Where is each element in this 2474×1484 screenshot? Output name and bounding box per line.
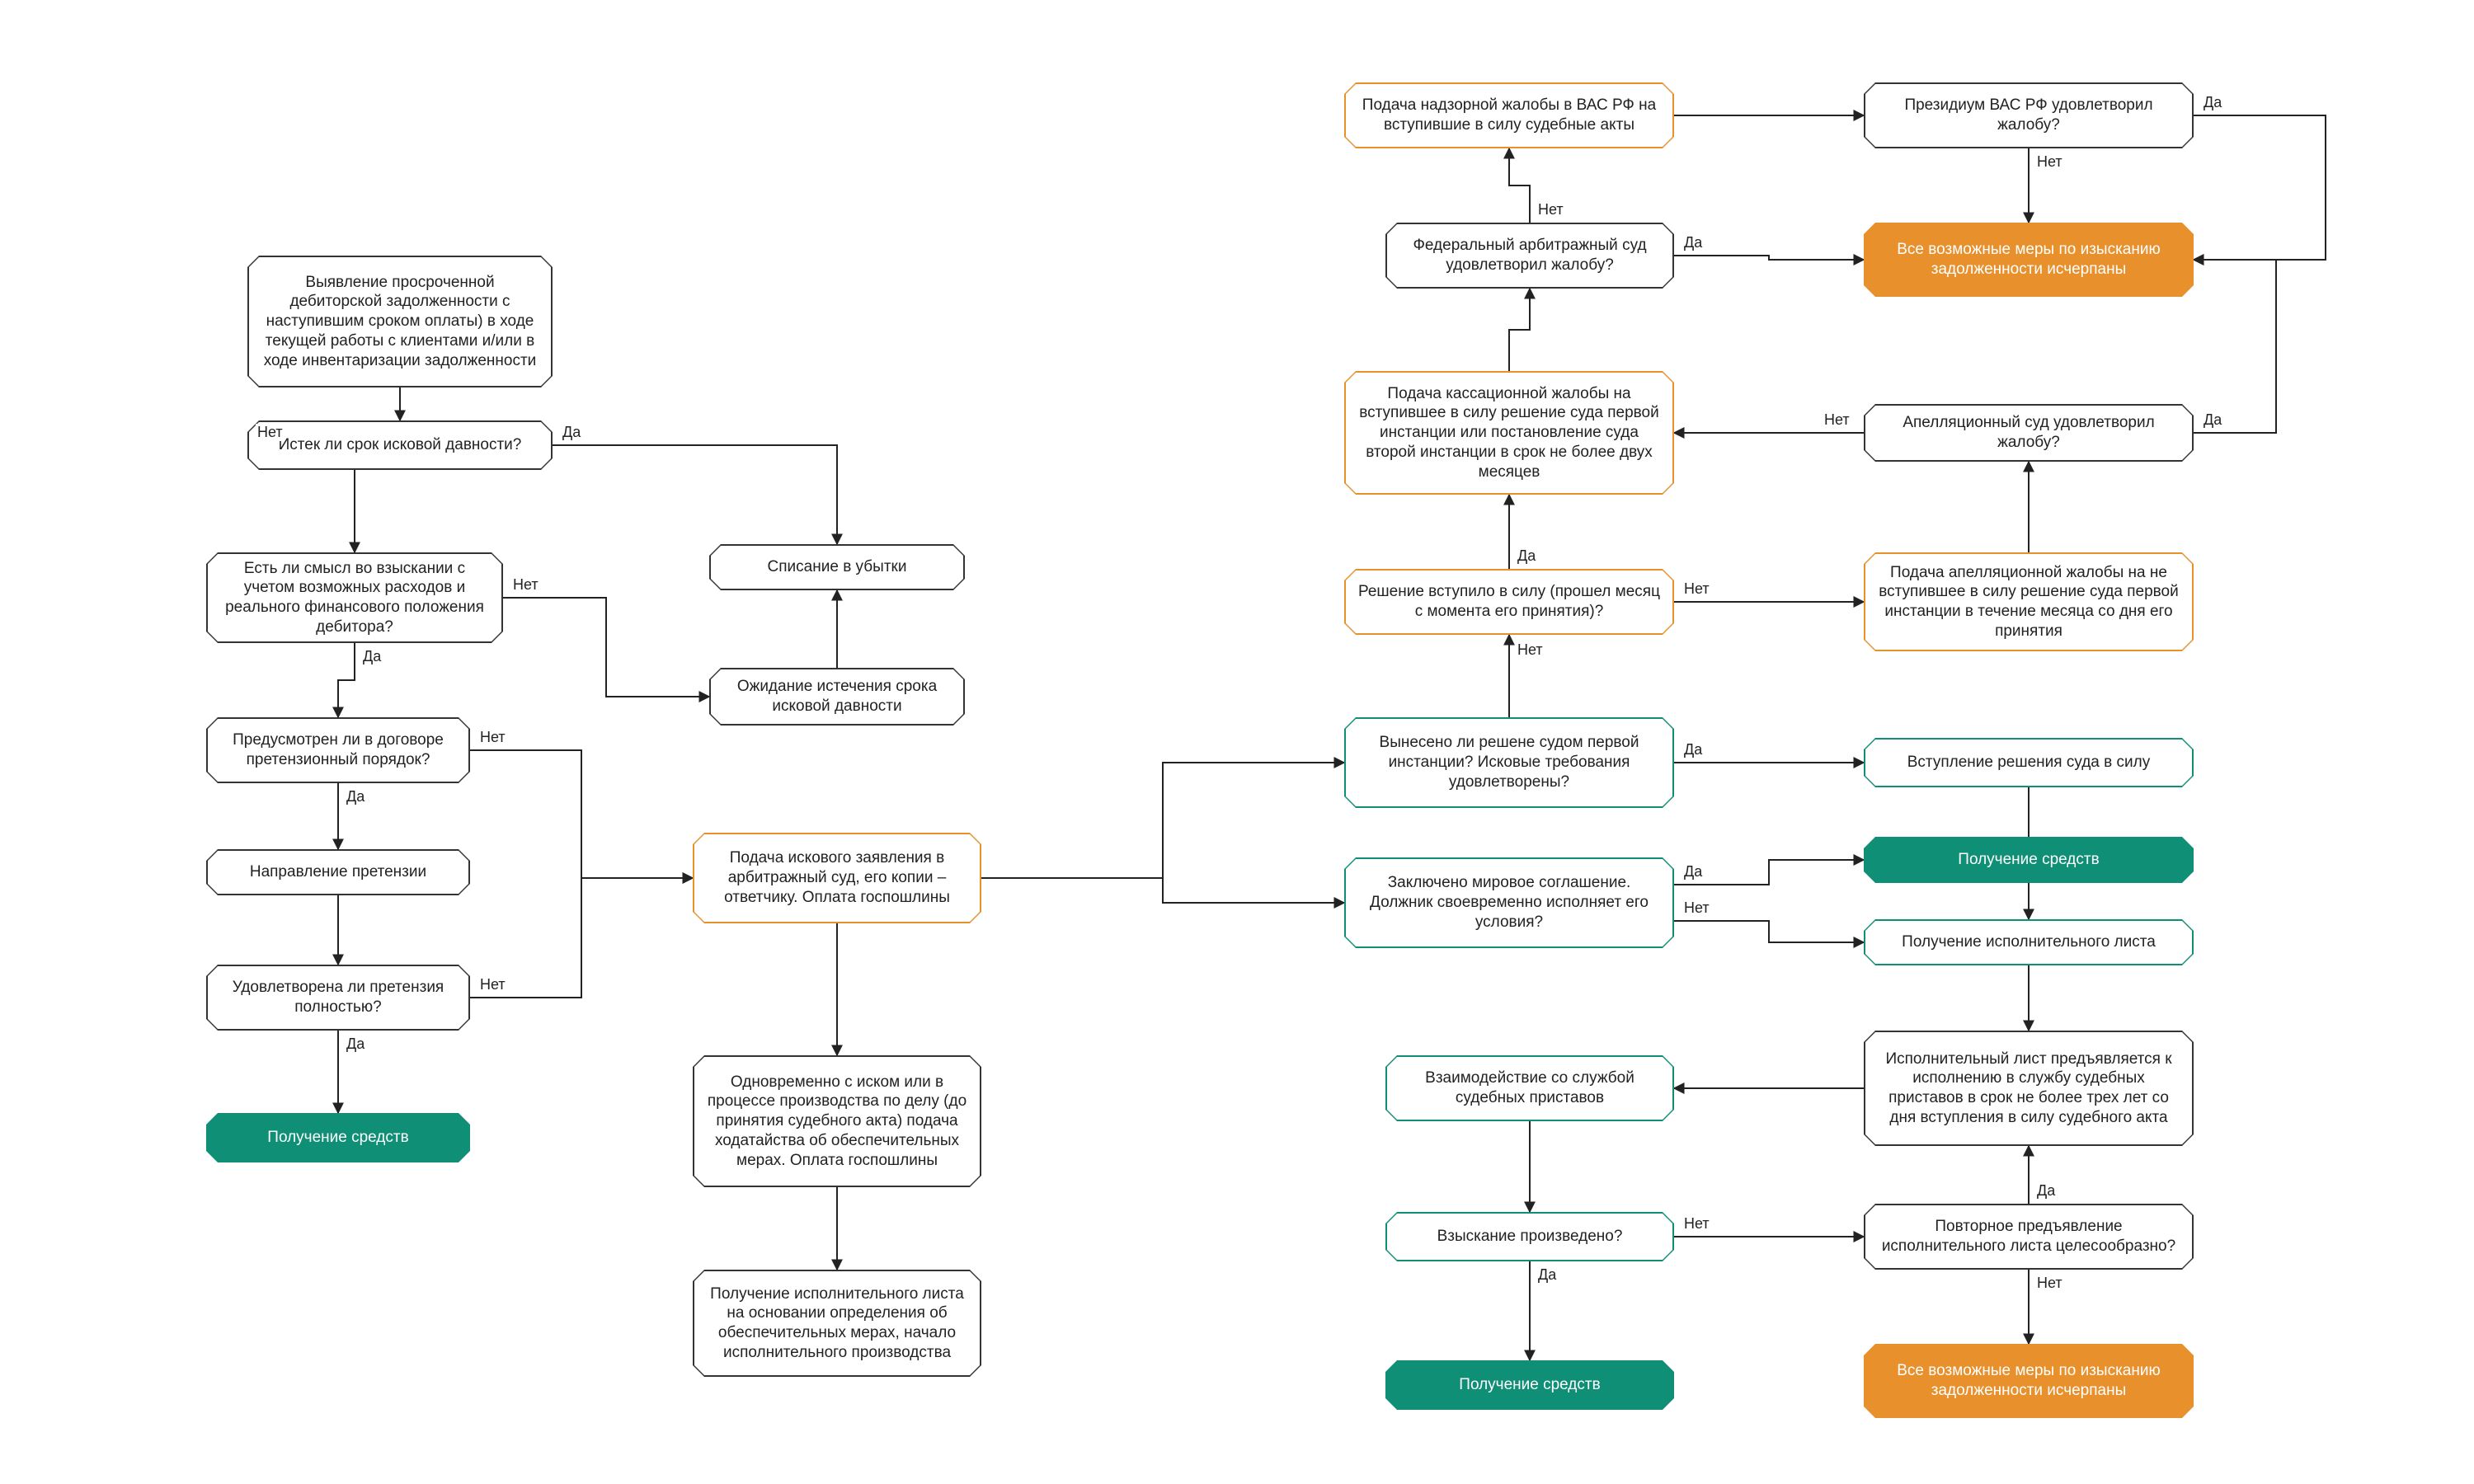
node-n_sendClaim: Направление претензии (206, 849, 470, 895)
edge-label-yes: Да (1516, 547, 1537, 565)
node-n_appealSat: Апелляционный суд удовлетворил жалобу? (1864, 404, 2194, 462)
edge-label-no: Нет (256, 424, 285, 441)
node-label: Списание в убытки (711, 546, 963, 589)
node-n_cassFile: Подача кассационной жалобы на вступившее… (1344, 371, 1674, 495)
edge-label-yes: Да (345, 1036, 366, 1053)
node-label: Получение средств (1865, 838, 2192, 881)
edge-label-yes: Да (2202, 411, 2223, 429)
edge-label-no: Нет (511, 576, 540, 594)
node-label: Одновременно с иском или в процессе прои… (694, 1057, 980, 1186)
node-label: Исполнительный лист предъявляется к испо… (1865, 1032, 2192, 1144)
edge-label-yes: Да (345, 788, 366, 805)
edge-label-yes: Да (2035, 1182, 2057, 1200)
edge-label-no: Нет (2035, 1275, 2064, 1292)
node-n_supSat: Президиум ВАС РФ удовлетворил жалобу? (1864, 82, 2194, 148)
node-label: Удовлетворена ли претензия полностью? (208, 966, 468, 1029)
node-n_funds3: Получение средств (1385, 1360, 1674, 1410)
node-label: Взаимодействие со службой судебных прист… (1387, 1057, 1672, 1120)
node-n_firstInst: Вынесено ли решене судом первой инстанци… (1344, 717, 1674, 808)
node-label: Апелляционный суд удовлетворил жалобу? (1865, 406, 2192, 460)
node-label: Есть ли смысл во взыскании с учетом возм… (208, 554, 501, 641)
node-label: Подача искового заявления в арбитражный … (694, 834, 980, 922)
edge-label-yes: Да (1682, 234, 1704, 251)
node-n_secureWrit: Получение исполнительного листа на основ… (693, 1270, 981, 1377)
node-n_waitLimit: Ожидание истечения срока исковой давност… (709, 668, 965, 726)
node-n_inForce: Решение вступило в силу (прошел месяц с … (1344, 569, 1674, 635)
node-label: Предусмотрен ли в договоре претензионный… (208, 719, 468, 782)
node-n_limit: Истек ли срок исковой давности? (247, 420, 553, 470)
node-label: Направление претензии (208, 851, 468, 894)
node-n_writGet: Получение исполнительного листа (1864, 919, 2194, 965)
edge-label-yes: Да (361, 648, 383, 665)
node-label: Подача надзорной жалобы в ВАС РФ на всту… (1346, 84, 1672, 147)
edge-label-yes: Да (1682, 741, 1704, 758)
node-label: Получение исполнительного листа на основ… (694, 1271, 980, 1375)
edge-label-no: Нет (478, 729, 507, 746)
edge-label-yes: Да (1682, 863, 1704, 881)
edge-label-no: Нет (1516, 641, 1545, 659)
node-n_funds1: Получение средств (206, 1113, 470, 1162)
node-label: Вынесено ли решене судом первой инстанци… (1346, 719, 1672, 806)
edge-label-no: Нет (1536, 201, 1565, 218)
node-n_fedCourt: Федеральный арбитражный суд удовлетворил… (1385, 223, 1674, 289)
edge-label-no: Нет (2035, 153, 2064, 171)
node-n_resubmit: Повторное предъявление исполнительного л… (1864, 1204, 2194, 1270)
edge-label-no: Нет (1682, 580, 1711, 598)
node-n_forceEntry: Вступление решения суда в силу (1864, 738, 2194, 787)
edge-label-no: Нет (1682, 899, 1711, 917)
node-n_detect: Выявление просроченной дебиторской задол… (247, 256, 553, 387)
node-n_sense: Есть ли смысл во взыскании с учетом возм… (206, 552, 503, 643)
edge-label-no: Нет (478, 976, 507, 993)
node-n_fileSuit: Подача искового заявления в арбитражный … (693, 833, 981, 923)
node-label: Получение средств (1387, 1362, 1672, 1408)
flowchart-stage: Выявление просроченной дебиторской задол… (0, 0, 2474, 1484)
node-n_appealFile: Подача апелляционной жалобы на не вступи… (1864, 552, 2194, 651)
node-n_supFile: Подача надзорной жалобы в ВАС РФ на всту… (1344, 82, 1674, 148)
node-n_writSubmit: Исполнительный лист предъявляется к испо… (1864, 1031, 2194, 1146)
node-n_collected: Взыскание произведено? (1385, 1212, 1674, 1261)
edge-label-yes: Да (1536, 1266, 1558, 1284)
edge-label-no: Нет (1823, 411, 1851, 429)
node-label: Повторное предъявление исполнительного л… (1865, 1205, 2192, 1268)
edge-label-yes: Да (2202, 94, 2223, 111)
node-label: Подача апелляционной жалобы на не вступи… (1865, 554, 2192, 650)
node-n_funds2: Получение средств (1864, 837, 2194, 883)
node-label: Ожидание истечения срока исковой давност… (711, 669, 963, 724)
node-label: Выявление просроченной дебиторской задол… (249, 257, 551, 386)
node-n_claimSat: Удовлетворена ли претензия полностью? (206, 965, 470, 1031)
node-n_pretOrder: Предусмотрен ли в договоре претензионный… (206, 717, 470, 783)
node-n_secureMot: Одновременно с иском или в процессе прои… (693, 1055, 981, 1187)
node-label: Все возможные меры по изысканию задолжен… (1865, 224, 2192, 295)
node-label: Вступление решения суда в силу (1865, 740, 2192, 786)
node-n_exh1: Все возможные меры по изысканию задолжен… (1864, 223, 2194, 297)
node-n_settle: Заключено мировое соглашение. Должник св… (1344, 857, 1674, 948)
node-label: Решение вступило в силу (прошел месяц с … (1346, 571, 1672, 633)
node-n_exh2: Все возможные меры по изысканию задолжен… (1864, 1344, 2194, 1418)
node-label: Президиум ВАС РФ удовлетворил жалобу? (1865, 84, 2192, 147)
node-label: Получение средств (208, 1115, 468, 1161)
edge-label-yes: Да (561, 424, 582, 441)
node-label: Взыскание произведено? (1387, 1214, 1672, 1260)
node-label: Все возможные меры по изысканию задолжен… (1865, 1345, 2192, 1416)
node-n_bailiff: Взаимодействие со службой судебных прист… (1385, 1055, 1674, 1121)
node-label: Заключено мировое соглашение. Должник св… (1346, 859, 1672, 946)
node-label: Истек ли срок исковой давности? (249, 422, 551, 468)
edge-label-no: Нет (1682, 1215, 1711, 1233)
node-label: Получение исполнительного листа (1865, 921, 2192, 964)
node-label: Подача кассационной жалобы на вступившее… (1346, 373, 1672, 493)
node-label: Федеральный арбитражный суд удовлетворил… (1387, 224, 1672, 287)
node-n_writeoff: Списание в убытки (709, 544, 965, 590)
